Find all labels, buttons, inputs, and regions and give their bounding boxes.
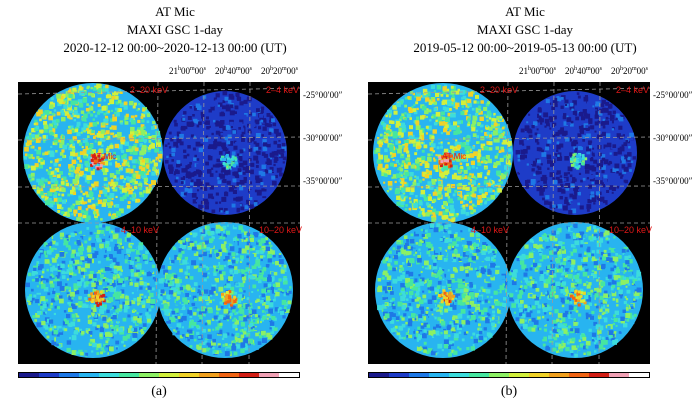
colorbar-segment — [629, 373, 649, 377]
colorbar-segment — [609, 373, 629, 377]
colorbar-segment — [369, 373, 389, 377]
panel-caption: (b) — [500, 384, 518, 399]
time-range: 2019-05-12 00:00~2019-05-13 00:00 (UT) — [413, 40, 637, 55]
colorbar-segment — [429, 373, 449, 377]
colorbar-segment — [199, 373, 219, 377]
colorbar-segment — [389, 373, 409, 377]
ra-tick-21h: 21h00m00s — [169, 66, 207, 76]
colorbar-segment — [489, 373, 509, 377]
colorbar-segment — [409, 373, 429, 377]
colorbar-segment — [99, 373, 119, 377]
colorbar-segment — [139, 373, 159, 377]
colorbar-segment — [179, 373, 199, 377]
dec-tick-35: -35°00′00″ — [653, 176, 693, 186]
band-label-bottom-right: 10–20 keV — [259, 225, 303, 235]
colorbar-segment — [469, 373, 489, 377]
colorbar-segment — [119, 373, 139, 377]
ra-tick-20h20: 20h20m00s — [611, 66, 649, 76]
ra-tick-20h20: 20h20m00s — [261, 66, 299, 76]
colorbar-segment — [529, 373, 549, 377]
colorbar-segment — [279, 373, 299, 377]
band-label-top-left: 2–20 keV — [480, 85, 519, 95]
object-title: AT Mic — [505, 4, 545, 19]
colorbar-segment — [259, 373, 279, 377]
instrument-title: MAXI GSC 1-day — [476, 22, 574, 37]
colorbar-segment — [19, 373, 39, 377]
colorbar-segment — [449, 373, 469, 377]
band-label-bottom-left: 4–10 keV — [121, 225, 160, 235]
dec-tick-30: -30°00′00″ — [653, 133, 693, 143]
ra-tick-20h40: 20h40m00s — [565, 66, 603, 76]
band-label-bottom-right: 10–20 keV — [609, 225, 653, 235]
source-label: AT Mic — [92, 152, 117, 161]
time-range: 2020-12-12 00:00~2020-12-13 00:00 (UT) — [63, 40, 287, 55]
instrument-title: MAXI GSC 1-day — [126, 22, 224, 37]
colorbar-segment — [39, 373, 59, 377]
sky-map — [18, 82, 300, 364]
colorbar — [18, 372, 300, 378]
colorbar-segment — [79, 373, 99, 377]
colorbar-segment — [219, 373, 239, 377]
dec-tick-25: -25°00′00″ — [303, 90, 343, 100]
sky-image: 2–20 keV 2–4 keV 4–10 keV 10–20 keV AT M… — [18, 82, 303, 364]
panel-a: AT Mic MAXI GSC 1-day 2020-12-12 00:00~2… — [18, 4, 343, 399]
panel-caption: (a) — [151, 384, 167, 399]
band-label-top-right: 2–4 keV — [266, 85, 300, 95]
dec-tick-35: -35°00′00″ — [303, 176, 343, 186]
object-title: AT Mic — [155, 4, 195, 19]
sky-image: 2–20 keV 2–4 keV 4–10 keV 10–20 keV AT M… — [368, 82, 653, 364]
ra-tick-20h40: 20h40m00s — [215, 66, 253, 76]
colorbar — [368, 372, 650, 378]
dec-tick-30: -30°00′00″ — [303, 133, 343, 143]
colorbar-segment — [239, 373, 259, 377]
sky-map — [368, 82, 650, 364]
ra-tick-21h: 21h00m00s — [519, 66, 557, 76]
colorbar-segment — [549, 373, 569, 377]
colorbar-segment — [59, 373, 79, 377]
band-label-top-right: 2–4 keV — [616, 85, 650, 95]
colorbar-segment — [159, 373, 179, 377]
source-label: AT Mic — [442, 152, 467, 161]
colorbar-segment — [509, 373, 529, 377]
colorbar-segment — [589, 373, 609, 377]
band-label-bottom-left: 4–10 keV — [471, 225, 510, 235]
colorbar-segment — [569, 373, 589, 377]
band-label-top-left: 2–20 keV — [130, 85, 169, 95]
panel-b: AT Mic MAXI GSC 1-day 2019-05-12 00:00~2… — [350, 0, 700, 403]
dec-tick-25: -25°00′00″ — [653, 90, 693, 100]
